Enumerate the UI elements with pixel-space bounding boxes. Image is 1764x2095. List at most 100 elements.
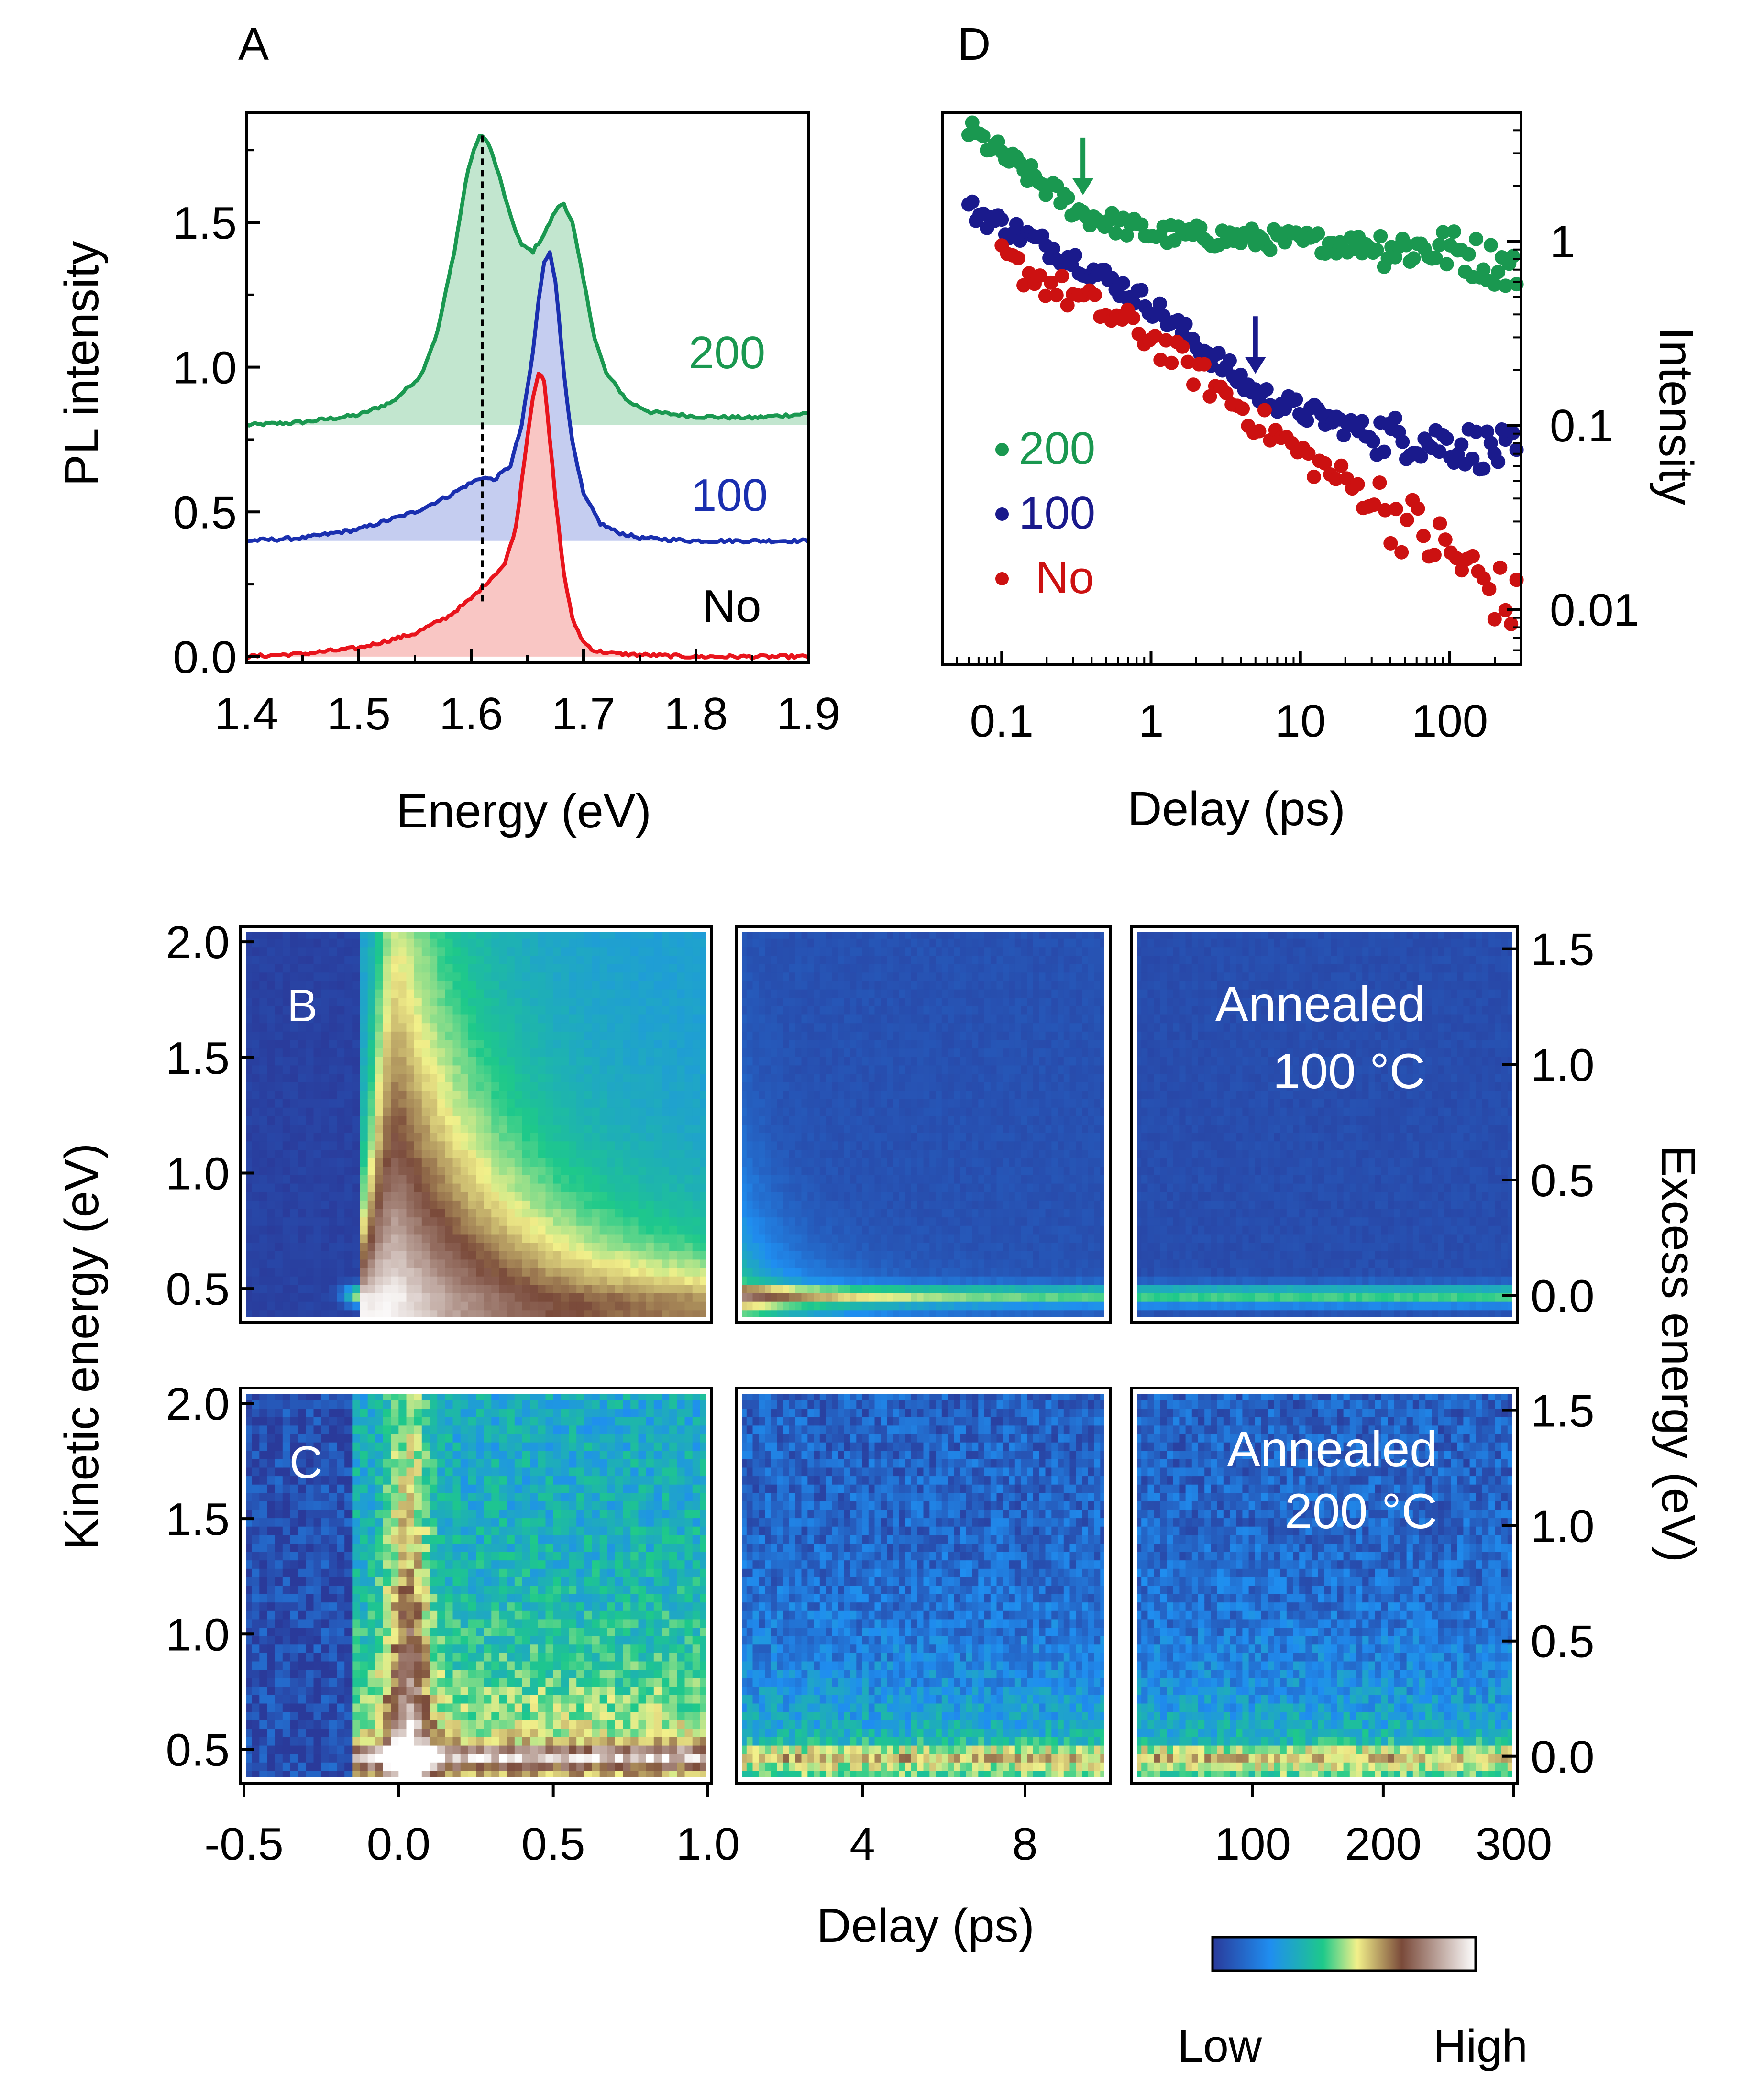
heatmap-cell	[941, 1141, 948, 1150]
heatmap-cell	[899, 947, 906, 956]
heatmap-cell	[646, 1192, 654, 1201]
heatmap-cell	[862, 1074, 869, 1083]
heatmap-cell	[282, 1141, 291, 1150]
heatmap-cell	[960, 930, 967, 939]
heatmap-cell	[452, 1243, 461, 1252]
heatmap-cell	[948, 1150, 955, 1159]
heatmap-cell	[832, 972, 838, 981]
heatmap-cell	[966, 1023, 973, 1032]
heatmap-cell	[862, 1285, 869, 1294]
heatmap-cell	[360, 947, 368, 956]
heatmap-cell	[321, 989, 330, 999]
heatmap-cell	[936, 1183, 942, 1193]
heatmap-cell	[430, 1006, 438, 1015]
heatmap-cell	[421, 1243, 430, 1252]
heatmap-cell	[290, 1183, 298, 1193]
heatmap-cell	[819, 1225, 827, 1235]
heatmap-cell	[530, 1107, 539, 1117]
heatmap-cell	[592, 1183, 600, 1193]
heatmap-cell	[868, 930, 875, 939]
heatmap-cell	[352, 1125, 361, 1134]
spectrum-line-200	[245, 134, 809, 428]
heatmap-cell	[522, 1065, 530, 1074]
heatmap-cell	[430, 1074, 438, 1083]
heatmap-cell	[954, 1057, 960, 1066]
heatmap-cell	[406, 998, 415, 1007]
heatmap-cell	[592, 1006, 600, 1015]
heatmap-cell	[522, 1125, 530, 1134]
heatmap-cell	[887, 1057, 893, 1066]
heatmap-cell	[468, 1048, 476, 1058]
heatmap-cell	[538, 1006, 546, 1015]
heatmap-cell	[777, 1014, 784, 1024]
heatmap-cell	[923, 1057, 930, 1066]
heatmap-cell	[954, 1125, 960, 1134]
heatmap-cell	[893, 989, 900, 999]
heatmap-cell	[507, 1276, 515, 1286]
heatmap-cell	[615, 1048, 623, 1058]
heatmap-cell	[584, 1141, 593, 1150]
heatmap-cell	[367, 1141, 376, 1150]
heatmap-cell	[936, 1276, 942, 1286]
heatmap-cell	[630, 1057, 639, 1066]
heatmap-cell	[838, 1099, 845, 1108]
heatmap-cell	[623, 964, 631, 973]
heatmap-cell	[337, 1150, 345, 1159]
heatmap-cell	[514, 1116, 523, 1125]
heatmap-cell	[771, 1200, 778, 1210]
x-tick-label: 100	[1411, 695, 1488, 747]
heatmap-cell	[491, 1209, 500, 1218]
heatmap-cell	[677, 1167, 685, 1176]
heatmap-cell	[290, 1125, 298, 1134]
heatmap-cell	[771, 1023, 778, 1032]
heatmap-cell	[507, 1301, 515, 1311]
heatmap-cell	[244, 1040, 252, 1049]
heatmap-cell	[530, 1057, 539, 1066]
heatmap-cell	[966, 981, 973, 990]
heatmap-cell	[948, 1192, 955, 1201]
heatmap-cell	[391, 1285, 399, 1294]
heatmap-cell	[684, 1268, 693, 1277]
heatmap-cell	[367, 1031, 376, 1041]
heatmap-cell	[881, 1065, 887, 1074]
heatmap-cell	[329, 1234, 337, 1243]
heatmap-cell	[838, 1141, 845, 1150]
heatmap-cell	[923, 1234, 930, 1243]
heatmap-cell	[530, 1023, 539, 1032]
heatmap-cell	[599, 1158, 608, 1168]
heatmap-cell	[468, 1285, 476, 1294]
heatmap-cell	[538, 1023, 546, 1032]
heatmap-cell	[887, 1301, 893, 1311]
heatmap-cell	[499, 1234, 507, 1243]
heatmap-cell	[460, 1141, 469, 1150]
point-200	[1432, 238, 1447, 253]
heatmap-cell	[499, 1082, 507, 1092]
heatmap-cell	[298, 1116, 307, 1125]
heatmap-cell	[765, 1243, 772, 1252]
heatmap-cell	[669, 1133, 678, 1142]
heatmap-cell	[819, 1125, 827, 1134]
heatmap-cell	[476, 972, 484, 981]
heatmap-cell	[344, 1200, 353, 1210]
heatmap-cell	[282, 956, 291, 965]
heatmap-cell	[868, 989, 875, 999]
heatmap-cell	[344, 938, 353, 948]
heatmap-cell	[662, 981, 670, 990]
heatmap-cell	[771, 1285, 778, 1294]
heatmap-cell	[437, 947, 446, 956]
heatmap-cell	[868, 1141, 875, 1150]
heatmap-cell	[826, 1031, 833, 1041]
heatmap-cell	[662, 1234, 670, 1243]
heatmap-cell	[881, 1301, 887, 1311]
heatmap-cell	[476, 1225, 484, 1235]
heatmap-cell	[646, 1209, 654, 1218]
point-200	[1060, 190, 1075, 205]
heatmap-cell	[391, 1099, 399, 1108]
heatmap-cell	[282, 1099, 291, 1108]
heatmap-cell	[545, 1200, 554, 1210]
heatmap-cell	[545, 1150, 554, 1159]
heatmap-cell	[352, 938, 361, 948]
heatmap-cell	[491, 1057, 500, 1066]
heatmap-cell	[917, 1057, 924, 1066]
heatmap-cell	[692, 1158, 701, 1168]
